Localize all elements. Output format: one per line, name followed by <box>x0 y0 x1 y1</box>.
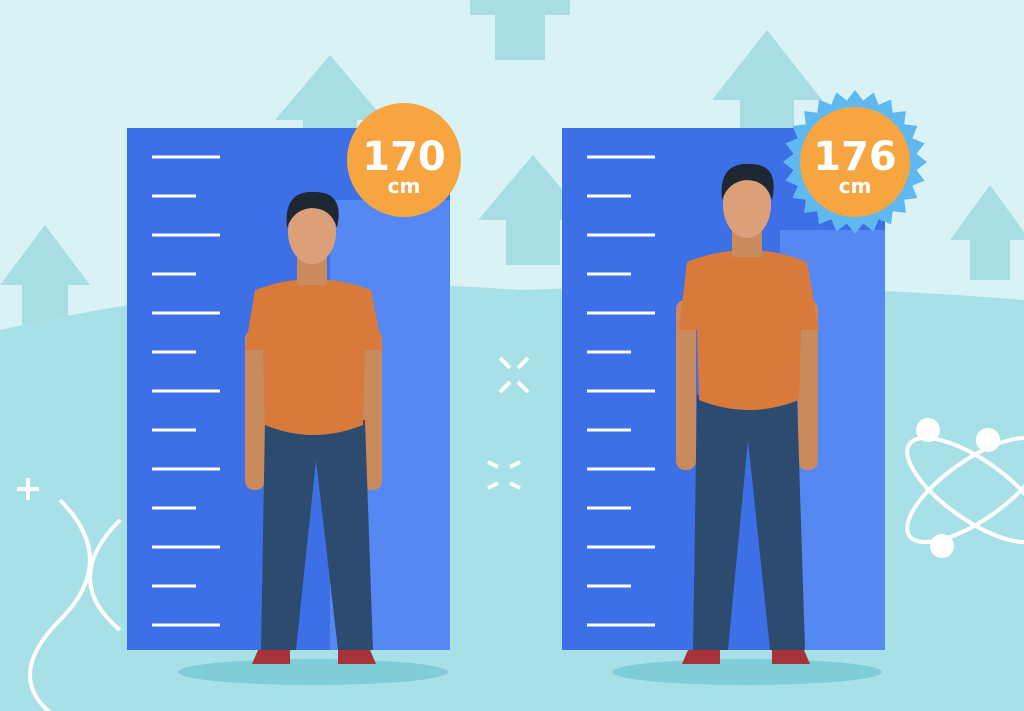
height-unit: cm <box>388 174 421 198</box>
height-value: 170 <box>362 134 446 180</box>
arrows <box>0 0 1024 325</box>
shadow <box>612 659 882 685</box>
person <box>676 163 819 664</box>
ruler-ticks <box>152 155 655 627</box>
badge: 176 cm <box>783 90 927 234</box>
badge: 170 cm <box>347 103 461 217</box>
atom-nodes <box>916 418 1000 558</box>
person <box>245 191 383 664</box>
decorations <box>17 356 1024 711</box>
shadow <box>178 659 448 685</box>
height-value: 176 <box>813 134 897 180</box>
height-unit: cm <box>839 174 872 198</box>
